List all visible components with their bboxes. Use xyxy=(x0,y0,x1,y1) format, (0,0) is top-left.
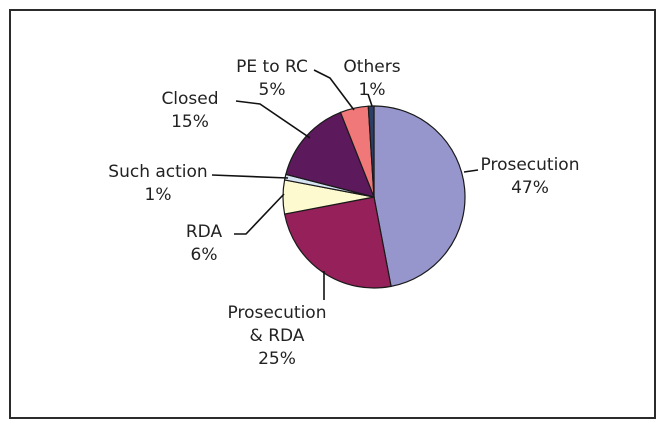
pie-slice-closed xyxy=(285,111,375,198)
leader-line-rda xyxy=(234,193,285,235)
slice-label-others: Others 1% xyxy=(343,57,400,100)
slice-label-name: Such action xyxy=(108,162,207,182)
slice-label-prosecution-rda: Prosecution & RDA 25% xyxy=(228,303,327,369)
slice-label-rda: RDA 6% xyxy=(186,222,223,265)
slice-label-name: RDA xyxy=(186,222,223,242)
slice-label-name: Others xyxy=(343,57,400,77)
slice-label-pe-to-rc: PE to RC 5% xyxy=(236,57,308,100)
leader-line-closed xyxy=(235,100,311,139)
leader-line-pe-to-rc xyxy=(313,69,355,111)
slice-label-closed: Closed 15% xyxy=(161,89,218,132)
leader-line-prosecution xyxy=(463,169,479,173)
slice-label-name: Prosecution xyxy=(228,303,327,323)
slice-label-percent: 5% xyxy=(259,80,286,100)
slice-label-name: Closed xyxy=(161,89,218,109)
slice-label-percent: 1% xyxy=(359,80,386,100)
slice-label-percent: 6% xyxy=(191,245,218,265)
slice-label-name: PE to RC xyxy=(236,57,308,77)
slice-label-name: Prosecution xyxy=(481,155,580,175)
leader-line-such-action xyxy=(211,174,289,179)
leader-line-others xyxy=(367,93,373,107)
slice-label-percent: 1% xyxy=(145,185,172,205)
pie-slice-others xyxy=(367,105,375,198)
slice-label-such-action: Such action 1% xyxy=(108,162,207,205)
slice-label-percent: 15% xyxy=(171,112,209,132)
slice-label-percent: 47% xyxy=(511,178,549,198)
pie-slice-prosecution-rda xyxy=(283,196,392,289)
slice-label-name: & RDA xyxy=(250,326,305,346)
pie-slice-prosecution xyxy=(373,105,466,288)
slice-label-percent: 25% xyxy=(258,349,296,369)
slice-label-prosecution: Prosecution 47% xyxy=(481,155,580,198)
